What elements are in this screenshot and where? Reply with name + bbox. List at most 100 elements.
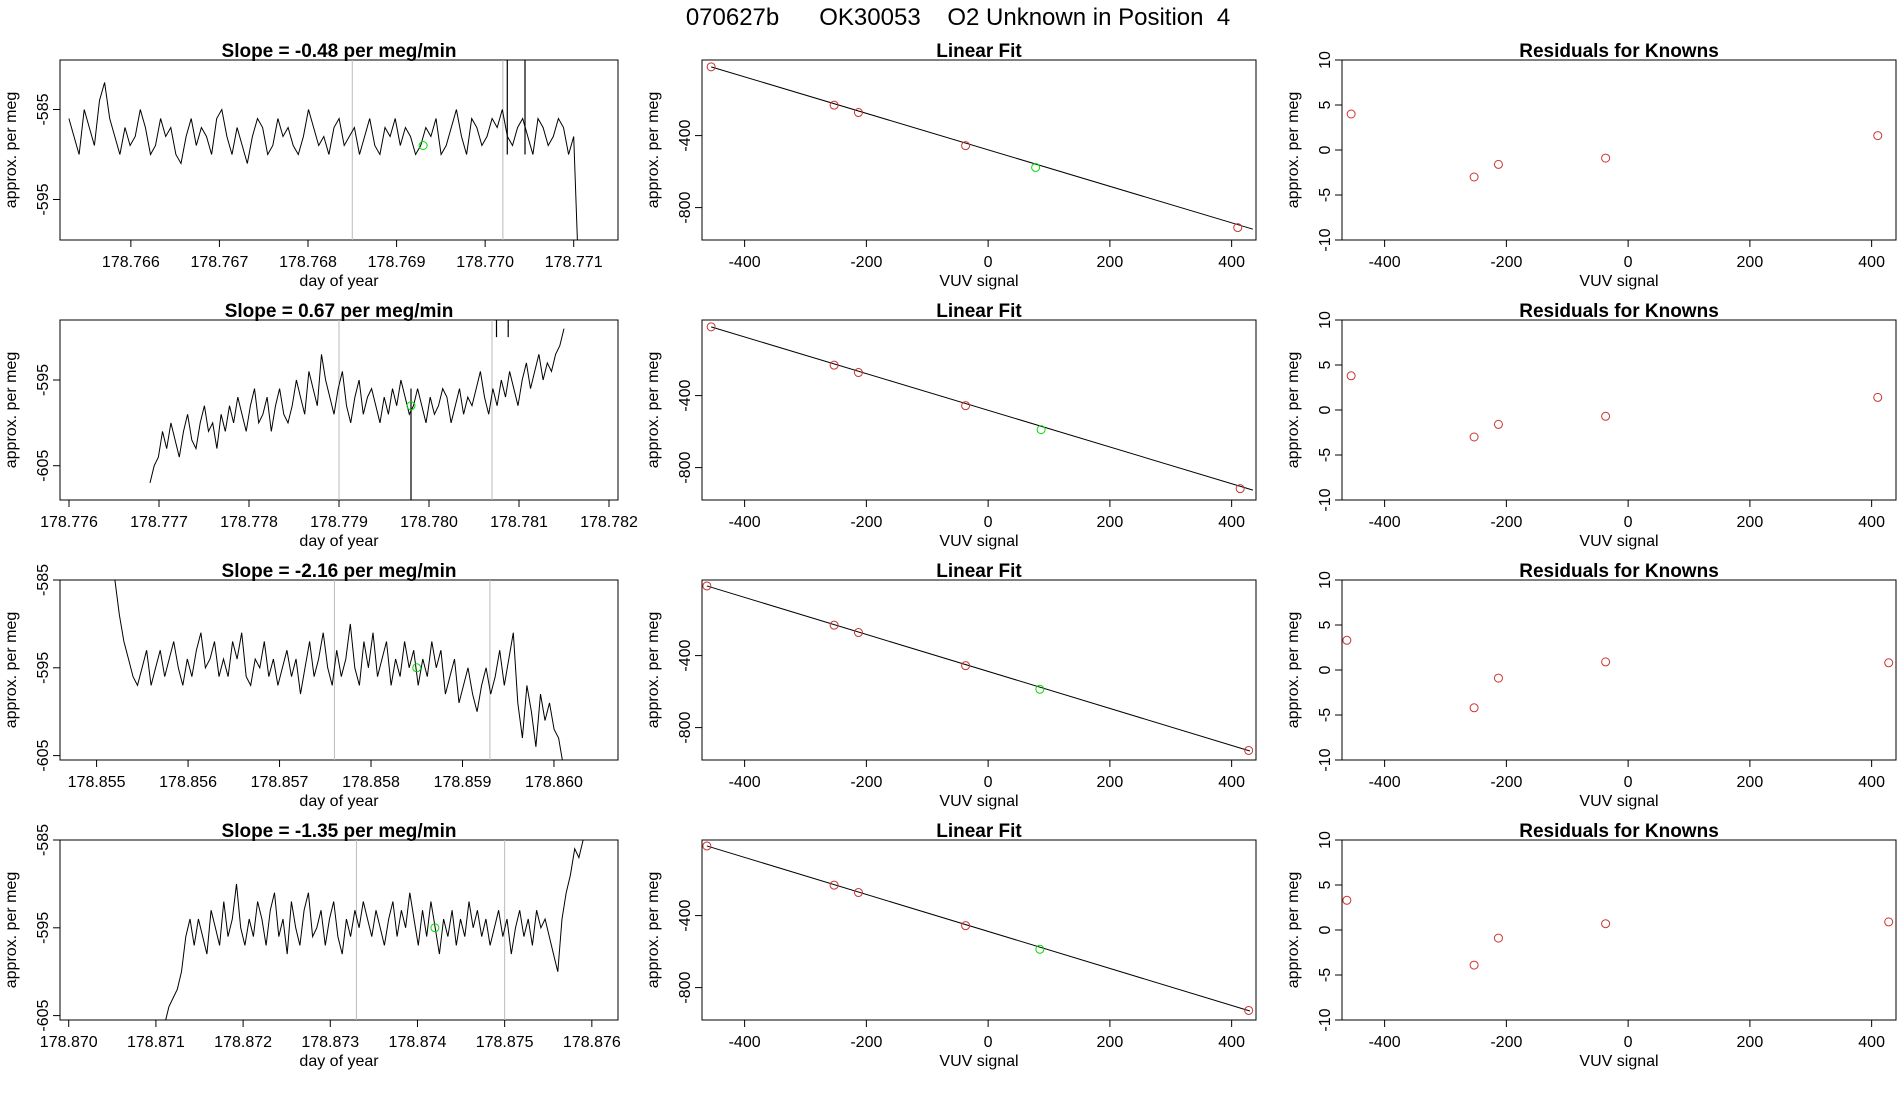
known-point <box>1244 745 1254 755</box>
plot-area <box>1346 371 1883 442</box>
trace-line <box>114 580 563 760</box>
x-axis-label: day of year <box>299 793 379 810</box>
x-tick-label: 200 <box>1737 514 1764 531</box>
x-axis-label: VUV signal <box>939 273 1018 290</box>
x-axis: 178.766 178.767 178.768 178.769 178.770 178.7… <box>102 239 603 290</box>
residual-point <box>1873 392 1883 402</box>
x-tick-label: -400 <box>1369 514 1401 531</box>
plot-frame <box>1341 319 1897 501</box>
x-axis: -400 -200 0 200 400 VUV signal <box>1369 499 1885 550</box>
unknown-point <box>1035 684 1045 694</box>
y-tick-label: 10 <box>1317 571 1334 589</box>
chart-panel-residuals-4: Residuals for Knowns -400 -200 0 200 400 VUV s… <box>1285 821 1897 1070</box>
plot-area <box>68 60 578 240</box>
y-tick-label: 5 <box>1317 880 1334 889</box>
y-tick-label: -800 <box>677 451 694 483</box>
fit-line <box>710 326 1254 491</box>
y-tick-label: -595 <box>35 183 52 215</box>
y-tick-label: -585 <box>35 564 52 596</box>
chart-panel-residuals-1: Residuals for Knowns -400 -200 0 200 400 VUV s… <box>1285 41 1897 290</box>
x-axis-label: day of year <box>299 1053 379 1070</box>
y-axis-label: approx. per meg <box>645 352 662 469</box>
x-axis: -400 -200 0 200 400 VUV signal <box>729 239 1245 290</box>
chart-panel-residuals-3: Residuals for Knowns -400 -200 0 200 400 VUV s… <box>1285 561 1897 810</box>
x-tick-label: -400 <box>729 774 761 791</box>
x-tick-label: -200 <box>850 774 882 791</box>
x-tick-label: 200 <box>1737 1034 1764 1051</box>
x-tick-label: -400 <box>1369 774 1401 791</box>
known-point <box>961 661 971 671</box>
known-point <box>853 108 863 118</box>
y-tick-label: 5 <box>1317 100 1334 109</box>
page-title: 070627b OK30053 O2 Unknown in Position 4 <box>686 4 1230 31</box>
residual-point <box>1469 960 1479 970</box>
residual-point <box>1469 703 1479 713</box>
plot-area <box>706 322 1254 494</box>
residual-point <box>1884 658 1894 668</box>
y-tick-label: 10 <box>1317 51 1334 69</box>
fit-line <box>710 66 1254 230</box>
fit-line <box>706 845 1251 1012</box>
chart-title: Slope = 0.67 per meg/min <box>225 301 454 322</box>
y-tick-label: -5 <box>1317 448 1334 462</box>
x-tick-label: 0 <box>984 254 993 271</box>
x-tick-label: 0 <box>1624 514 1633 531</box>
y-axis-label: approx. per meg <box>3 872 20 989</box>
known-point <box>1233 223 1243 233</box>
x-tick-label: 178.767 <box>191 254 249 271</box>
x-tick-label: 0 <box>1624 774 1633 791</box>
x-tick-label: -400 <box>729 1034 761 1051</box>
y-axis: -400 -800 approx. per meg <box>645 872 703 1004</box>
chart-title: Linear Fit <box>936 301 1022 322</box>
x-axis-label: day of year <box>299 533 379 550</box>
residual-point <box>1346 371 1356 381</box>
chart-title: Residuals for Knowns <box>1519 821 1719 842</box>
residual-point <box>1342 635 1352 645</box>
chart-title: Residuals for Knowns <box>1519 41 1719 62</box>
y-axis-label: approx. per meg <box>645 872 662 989</box>
x-tick-label: 200 <box>1737 774 1764 791</box>
plot-area <box>702 841 1254 1015</box>
x-tick-label: 400 <box>1858 1034 1885 1051</box>
x-tick-label: 400 <box>1218 1034 1245 1051</box>
x-axis: 178.870 178.871 178.872 178.873 178.874 178.8… <box>40 1019 621 1070</box>
x-tick-label: 178.771 <box>545 254 603 271</box>
y-axis-label: approx. per meg <box>645 612 662 729</box>
residual-point <box>1884 917 1894 927</box>
residual-point <box>1493 419 1503 429</box>
x-axis: -400 -200 0 200 400 VUV signal <box>1369 1019 1885 1070</box>
x-tick-label: 0 <box>1624 1034 1633 1051</box>
y-tick-label: -800 <box>677 191 694 223</box>
y-tick-label: -605 <box>35 740 52 772</box>
y-axis: -595 -605 approx. per meg <box>3 352 61 482</box>
x-tick-label: 178.874 <box>389 1034 447 1051</box>
y-tick-label: 5 <box>1317 360 1334 369</box>
plot-frame <box>1341 579 1897 761</box>
x-tick-label: 178.872 <box>214 1034 272 1051</box>
chart-title: Residuals for Knowns <box>1519 561 1719 582</box>
x-axis: -400 -200 0 200 400 VUV signal <box>729 759 1245 810</box>
known-point <box>1235 484 1245 494</box>
y-axis: -400 -800 approx. per meg <box>645 612 703 744</box>
x-tick-label: 178.855 <box>68 774 126 791</box>
y-tick-label: -10 <box>1317 488 1334 511</box>
y-axis: -400 -800 approx. per meg <box>645 92 703 224</box>
y-axis: -400 -800 approx. per meg <box>645 352 703 484</box>
y-tick-label: -10 <box>1317 748 1334 771</box>
plot-frame <box>59 59 619 241</box>
x-tick-label: 178.781 <box>490 514 548 531</box>
y-tick-label: -10 <box>1317 1008 1334 1031</box>
residual-point <box>1493 159 1503 169</box>
x-axis-label: VUV signal <box>1579 1053 1658 1070</box>
x-tick-label: -400 <box>729 514 761 531</box>
x-tick-label: 178.873 <box>301 1034 359 1051</box>
y-axis: 10 5 0 -5 -10 approx. per meg <box>1285 311 1343 512</box>
x-tick-label: 178.769 <box>368 254 426 271</box>
x-axis-label: day of year <box>299 273 379 290</box>
residual-point <box>1469 172 1479 182</box>
